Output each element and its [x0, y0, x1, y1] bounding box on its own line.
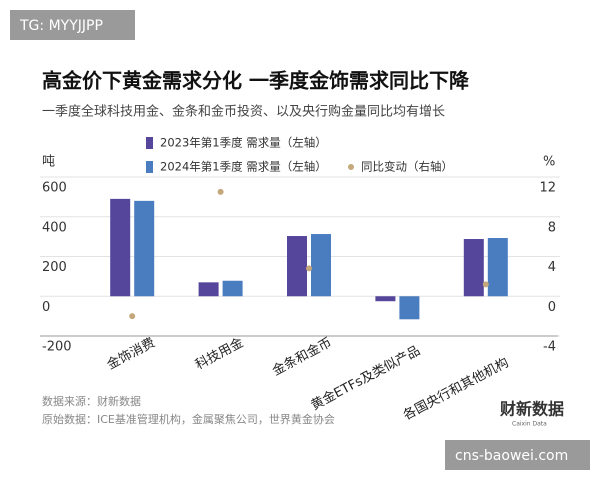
y2-tick-label: 4 — [548, 260, 556, 275]
y-tick-label: 200 — [42, 260, 67, 275]
bar — [463, 239, 484, 297]
y-tick-label: -200 — [42, 340, 72, 355]
y-axis-label: 吨 — [42, 155, 55, 170]
legend-swatch — [146, 137, 153, 149]
x-tick-label: 金条和金币 — [270, 334, 335, 379]
site-watermark: cns-baowei.com — [455, 448, 568, 464]
change-dot — [217, 188, 224, 195]
y-tick-label: 0 — [42, 300, 50, 315]
bar — [222, 280, 243, 297]
legend-label: 2024年第1季度 需求量（左轴） — [160, 160, 327, 174]
x-tick-label: 金饰消费 — [104, 334, 157, 373]
bar — [287, 236, 307, 297]
y2-tick-label: 12 — [539, 181, 556, 196]
change-dot — [129, 313, 136, 320]
watermark: TG: MYYJJPP — [19, 18, 103, 34]
chart-title: 高金价下黄金需求分化 一季度金饰需求同比下降 — [42, 69, 470, 93]
bar — [399, 296, 420, 320]
legend-swatch — [146, 161, 153, 173]
logo: 财新数据 — [499, 400, 564, 419]
logo-sub: Caixin Data — [512, 421, 547, 428]
change-dot — [306, 265, 312, 272]
bar — [198, 282, 219, 297]
source: 数据来源：财新数据 — [42, 394, 141, 408]
change-dot — [482, 281, 489, 288]
x-tick-label: 各国央行和其他机构 — [400, 354, 511, 423]
chart-subtitle: 一季度全球科技用金、金条和金币投资、以及央行购金量同比均有增长 — [42, 104, 445, 120]
y2-tick-label: -4 — [543, 340, 556, 355]
legend-label: 同比变动（右轴） — [361, 160, 453, 174]
bar — [311, 234, 331, 297]
legend-label: 2023年第1季度 需求量（左轴） — [160, 136, 327, 150]
y-tick-label: 400 — [42, 220, 67, 235]
site-watermark-box — [445, 440, 590, 470]
x-tick-label: 科技用金 — [193, 334, 246, 373]
bar — [487, 238, 508, 297]
legend-dot — [348, 164, 354, 170]
bar — [134, 200, 155, 297]
original-source: 原始数据：ICE基准管理机构，金属聚焦公司，世界黄金协会 — [42, 412, 335, 426]
watermark-box — [10, 10, 135, 40]
bar — [375, 296, 396, 302]
y-tick-label: 600 — [42, 181, 67, 196]
bar — [110, 198, 131, 297]
y2-tick-label: 8 — [548, 220, 556, 235]
y2-tick-label: 0 — [548, 300, 556, 315]
y2-axis-label: % — [543, 155, 555, 170]
